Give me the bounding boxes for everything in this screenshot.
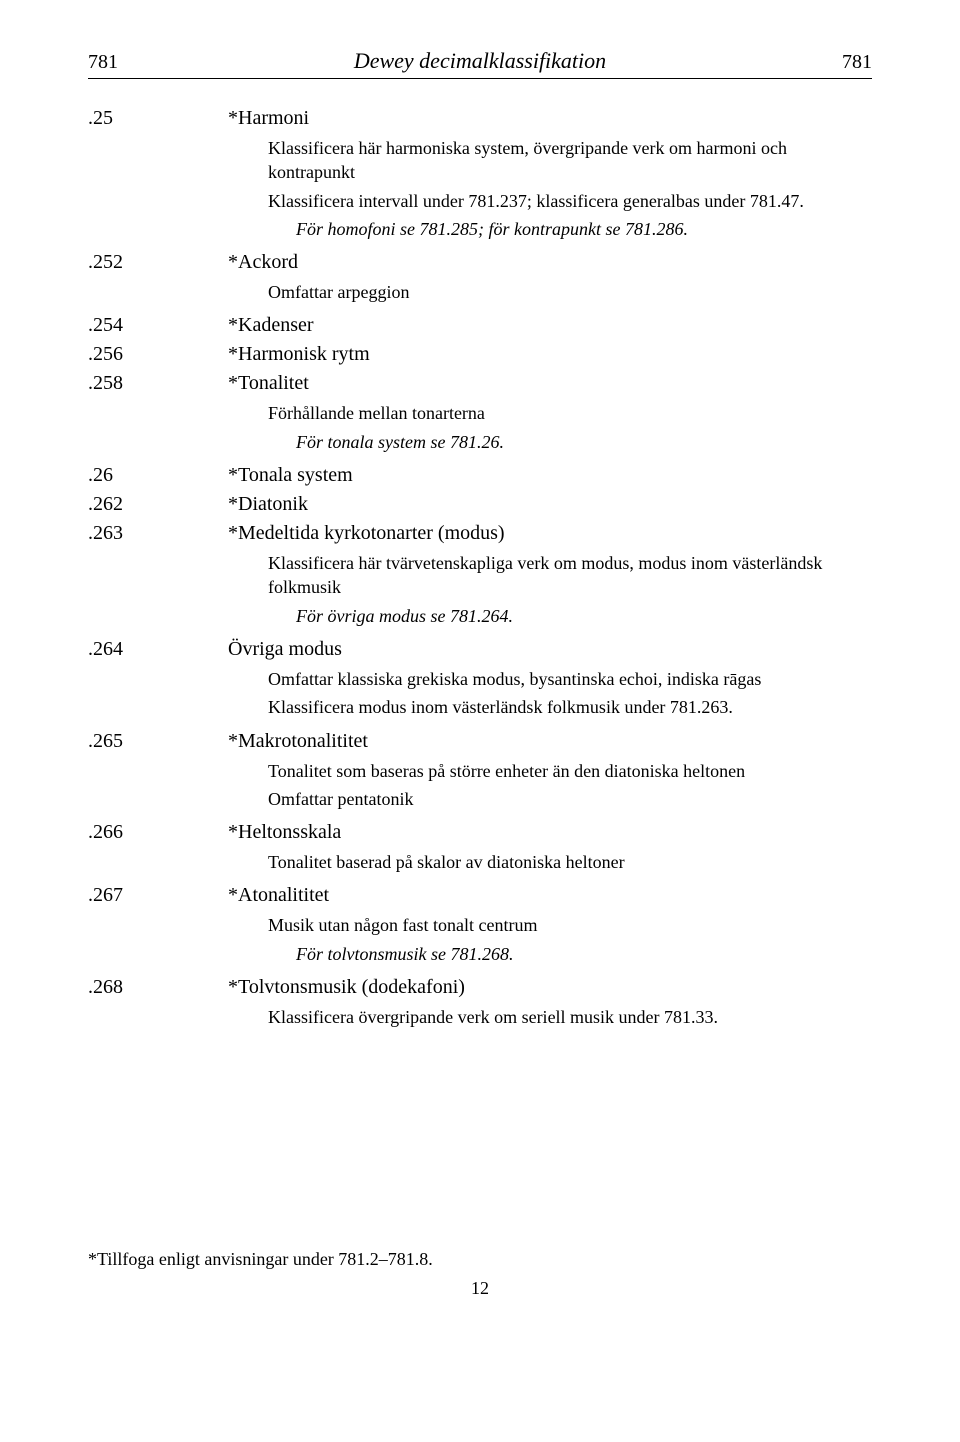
entry-row: .258*Tonalitet <box>88 372 872 395</box>
page-number: 12 <box>88 1278 872 1299</box>
entry-code: .266 <box>88 821 228 844</box>
entry-notes: Klassificera här harmoniska system, över… <box>268 136 872 241</box>
classification-entry: .265*Makrotonalititet Tonalitet som baser… <box>88 730 872 812</box>
entry-row: .256*Harmonisk rytm <box>88 343 872 366</box>
header-left: 781 <box>88 51 118 74</box>
entry-heading: *Makrotonalititet <box>228 730 368 753</box>
entry-code: .268 <box>88 976 228 999</box>
entry-code: .258 <box>88 372 228 395</box>
classification-entry: .25*Harmoni Klassificera här harmoniska s… <box>88 107 872 241</box>
footnote: *Tillfoga enligt anvisningar under 781.2… <box>88 1249 872 1270</box>
entry-heading: *Tonalitet <box>228 372 309 395</box>
entry-heading: *Medeltida kyrkotonarter (modus) <box>228 522 505 545</box>
entry-row: .262*Diatonik <box>88 493 872 516</box>
entry-heading: *Kadenser <box>228 314 314 337</box>
entry-note: Klassificera här tvärvetenskapliga verk … <box>268 551 872 600</box>
entries-list: .25*Harmoni Klassificera här harmoniska s… <box>88 107 872 1029</box>
classification-entry: .262*Diatonik <box>88 493 872 516</box>
entry-code: .254 <box>88 314 228 337</box>
page: 781 Dewey decimalklassifikation 781 .25*… <box>0 0 960 1339</box>
entry-note: För homofoni se 781.285; för kontrapunkt… <box>268 217 872 241</box>
classification-entry: .258*Tonalitet Förhållande mellan tonarte… <box>88 372 872 454</box>
entry-row: .268*Tolvtonsmusik (dodekafoni) <box>88 976 872 999</box>
entry-heading: *Diatonik <box>228 493 308 516</box>
entry-notes: Musik utan någon fast tonalt centrum För … <box>268 913 872 966</box>
entry-note: För övriga modus se 781.264. <box>268 604 872 628</box>
entry-code: .256 <box>88 343 228 366</box>
entry-code: .267 <box>88 884 228 907</box>
entry-note: Omfattar klassiska grekiska modus, bysan… <box>268 667 872 691</box>
entry-row: .25*Harmoni <box>88 107 872 130</box>
entry-note: Klassificera övergripande verk om seriel… <box>268 1005 872 1029</box>
entry-note: För tonala system se 781.26. <box>268 430 872 454</box>
header-title: Dewey decimalklassifikation <box>354 48 606 74</box>
entry-code: .25 <box>88 107 228 130</box>
classification-entry: .267*Atonalititet Musik utan någon fast t… <box>88 884 872 966</box>
classification-entry: .266*Heltonsskala Tonalitet baserad på sk… <box>88 821 872 874</box>
classification-entry: .26*Tonala system <box>88 464 872 487</box>
classification-entry: .264Övriga modus Omfattar klassiska greki… <box>88 638 872 720</box>
entry-row: .26*Tonala system <box>88 464 872 487</box>
entry-heading: *Harmoni <box>228 107 309 130</box>
entry-row: .252*Ackord <box>88 251 872 274</box>
entry-code: .265 <box>88 730 228 753</box>
entry-code: .252 <box>88 251 228 274</box>
classification-entry: .268*Tolvtonsmusik (dodekafoni) Klassific… <box>88 976 872 1029</box>
entry-notes: Förhållande mellan tonarterna För tonala … <box>268 401 872 454</box>
entry-row: .265*Makrotonalititet <box>88 730 872 753</box>
entry-row: .263*Medeltida kyrkotonarter (modus) <box>88 522 872 545</box>
entry-row: .266*Heltonsskala <box>88 821 872 844</box>
entry-notes: Tonalitet som baseras på större enheter … <box>268 759 872 812</box>
entry-note: Musik utan någon fast tonalt centrum <box>268 913 872 937</box>
entry-notes: Omfattar klassiska grekiska modus, bysan… <box>268 667 872 720</box>
entry-note: Klassificera intervall under 781.237; kl… <box>268 189 872 213</box>
entry-notes: Klassificera övergripande verk om seriel… <box>268 1005 872 1029</box>
classification-entry: .256*Harmonisk rytm <box>88 343 872 366</box>
entry-code: .26 <box>88 464 228 487</box>
entry-heading: *Heltonsskala <box>228 821 341 844</box>
entry-heading: *Tonala system <box>228 464 353 487</box>
entry-note: Klassificera här harmoniska system, över… <box>268 136 872 185</box>
entry-code: .262 <box>88 493 228 516</box>
entry-note: Tonalitet som baseras på större enheter … <box>268 759 872 783</box>
entry-note: För tolvtonsmusik se 781.268. <box>268 942 872 966</box>
classification-entry: .254*Kadenser <box>88 314 872 337</box>
entry-note: Förhållande mellan tonarterna <box>268 401 872 425</box>
entry-heading: *Ackord <box>228 251 298 274</box>
entry-row: .264Övriga modus <box>88 638 872 661</box>
page-header: 781 Dewey decimalklassifikation 781 <box>88 48 872 79</box>
entry-row: .254*Kadenser <box>88 314 872 337</box>
entry-heading: *Tolvtonsmusik (dodekafoni) <box>228 976 465 999</box>
entry-row: .267*Atonalititet <box>88 884 872 907</box>
entry-note: Omfattar arpeggion <box>268 280 872 304</box>
classification-entry: .263*Medeltida kyrkotonarter (modus) Klas… <box>88 522 872 628</box>
entry-note: Klassificera modus inom västerländsk fol… <box>268 695 872 719</box>
entry-heading: *Harmonisk rytm <box>228 343 370 366</box>
classification-entry: .252*Ackord Omfattar arpeggion <box>88 251 872 304</box>
entry-heading: *Atonalititet <box>228 884 329 907</box>
entry-note: Omfattar pentatonik <box>268 787 872 811</box>
entry-code: .263 <box>88 522 228 545</box>
entry-note: Tonalitet baserad på skalor av diatonisk… <box>268 850 872 874</box>
entry-notes: Klassificera här tvärvetenskapliga verk … <box>268 551 872 628</box>
entry-heading: Övriga modus <box>228 638 342 661</box>
entry-code: .264 <box>88 638 228 661</box>
entry-notes: Tonalitet baserad på skalor av diatonisk… <box>268 850 872 874</box>
entry-notes: Omfattar arpeggion <box>268 280 872 304</box>
header-right: 781 <box>842 51 872 74</box>
